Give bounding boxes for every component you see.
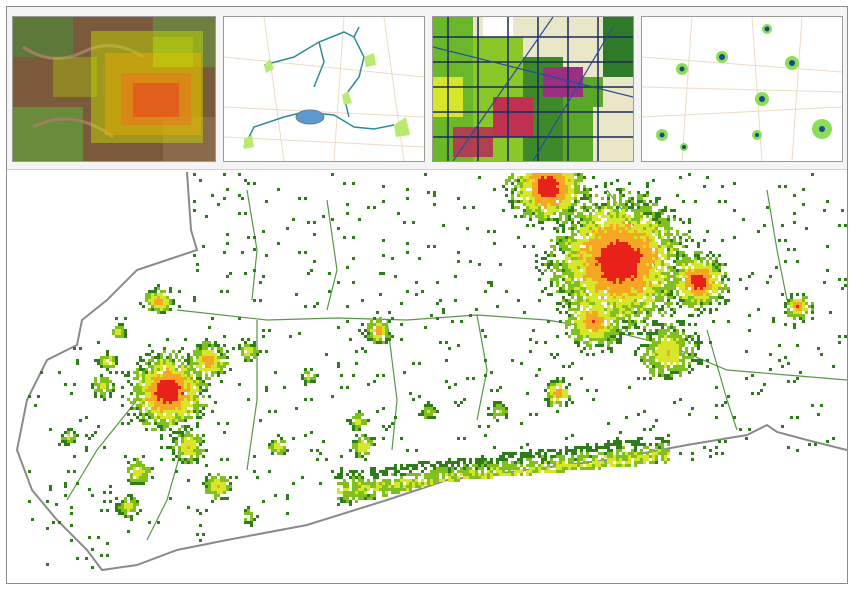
satellite-heatmap-icon	[13, 17, 215, 161]
thumbnail-point-locations	[641, 16, 843, 162]
thumbnail-strip	[7, 7, 847, 170]
figure-frame	[6, 6, 848, 584]
point-locations-icon	[642, 17, 842, 161]
region-boundary	[15, 171, 847, 572]
thumbnail-satellite-heatmap	[12, 16, 216, 162]
thumbnail-route-network	[223, 16, 425, 162]
density-map	[7, 170, 847, 583]
route-network-icon	[224, 17, 424, 161]
density-map-canvas	[15, 171, 847, 572]
thumbnail-grid-network	[432, 16, 634, 162]
density-pixels	[28, 173, 847, 569]
grid-network-icon	[433, 17, 633, 161]
